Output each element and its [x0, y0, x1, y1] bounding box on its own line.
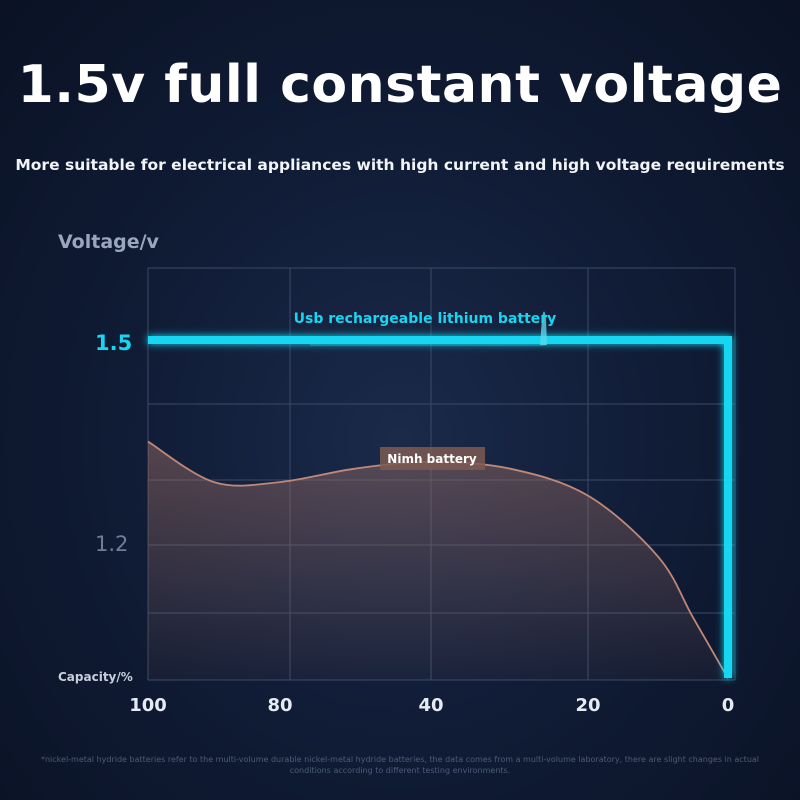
nimh-area — [148, 441, 728, 680]
page-subtitle: More suitable for electrical appliances … — [15, 156, 785, 174]
y-axis-label: Voltage/v — [58, 231, 160, 253]
x-tick-label: 0 — [722, 695, 735, 716]
x-tick-label: 100 — [129, 695, 167, 716]
x-tick-label: 80 — [267, 695, 292, 716]
y-tick-label: 1.2 — [95, 532, 128, 556]
y-tick-label: 1.5 — [95, 331, 132, 355]
footnote: *nickel-metal hydride batteries refer to… — [40, 755, 760, 775]
lithium-legend-label: Usb rechargeable lithium battery — [294, 311, 557, 346]
x-tick-label: 20 — [575, 695, 600, 716]
x-tick-label: 40 — [418, 695, 443, 716]
x-axis-label: Capacity/% — [58, 670, 133, 684]
nimh-series-name: Nimh battery — [387, 452, 477, 466]
nimh-legend-label: Nimh battery — [380, 447, 485, 470]
page-title: 1.5v full constant voltage — [17, 55, 783, 115]
lithium-series-line — [148, 336, 732, 678]
lithium-series-name: Usb rechargeable lithium battery — [294, 311, 557, 327]
